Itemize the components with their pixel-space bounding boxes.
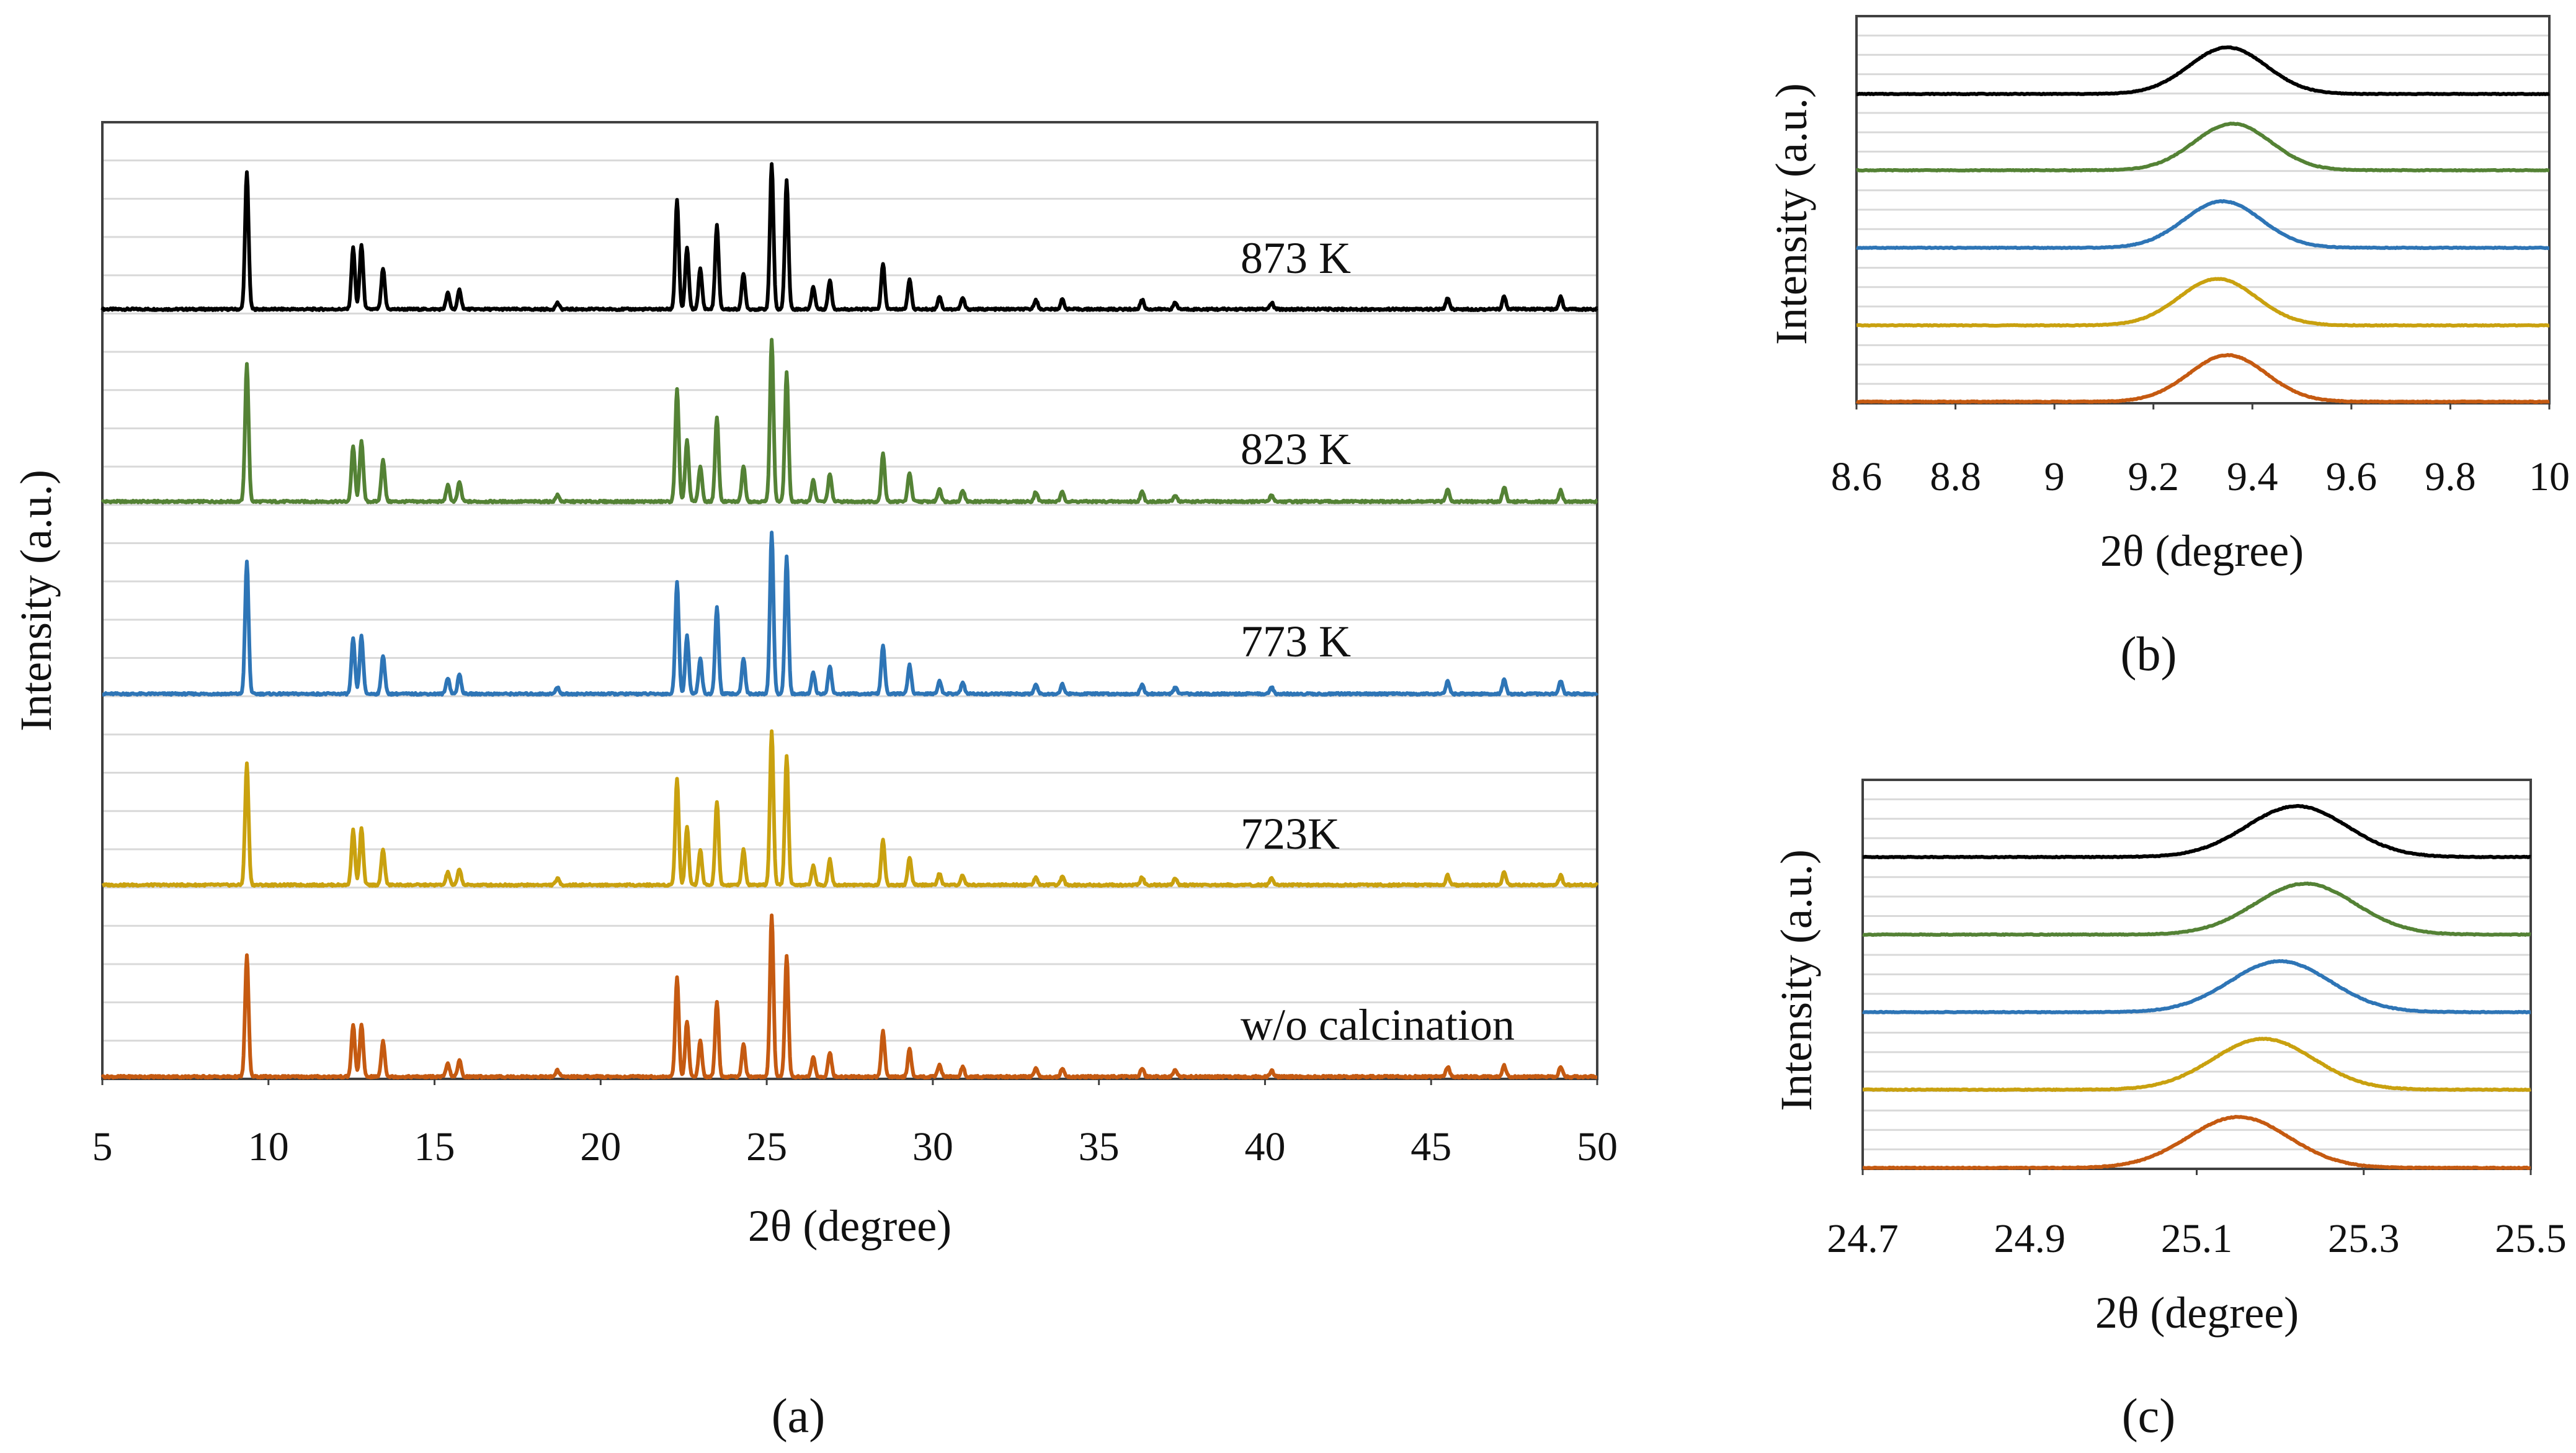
x-tick-label: 24.9 [1994,1216,2066,1261]
x-tick-label: 25.3 [2328,1216,2400,1261]
panel-b-plot-frame [1855,15,2551,405]
series-label-873K: 873 K [1241,233,1351,283]
trace-c-773-k [1861,959,2531,1014]
trace-a-w-o-calcination [100,913,1598,1080]
x-tick-label: 25.1 [2161,1216,2233,1261]
x-tick-label: 9.4 [2227,454,2278,499]
trace-c-873-k [1862,803,2531,859]
trace-b-w-o-calcination [1855,353,2550,404]
panel-a: 5 10 15 20 25 30 35 40 45 50 873 K 823 K 773 K 72… [11,121,1618,1442]
x-tick-label: 9.6 [2326,454,2378,499]
trace-a-873-k [100,162,1598,312]
trace-a-773-k [101,530,1599,697]
panel-b-x-ticks: 8.6 8.8 9 9.2 9.4 9.6 9.8 10 [1831,403,2570,499]
x-tick-label: 20 [580,1124,621,1169]
series-label-823K: 823 K [1241,424,1351,474]
series-label-723K: 723K [1241,809,1340,859]
x-tick-label: 8.6 [1831,454,1883,499]
panel-c-traces [1861,803,2531,1170]
trace-b-823-k [1856,122,2550,172]
panel-c-x-ticks: 24.7 24.9 25.1 25.3 25.5 [1827,1169,2567,1261]
panel-a-plot-frame [101,121,1598,1080]
panel-a-x-axis-title: 2θ (degree) [748,1201,952,1251]
panel-b-caption: (b) [2121,627,2177,681]
trace-b-773-k [1856,199,2550,250]
x-tick-label: 9.8 [2425,454,2476,499]
trace-a-723k [101,729,1599,888]
trace-c-823-k [1862,881,2531,937]
panel-c-x-axis-title: 2θ (degree) [2095,1288,2299,1338]
x-tick-label: 25.5 [2495,1216,2567,1261]
panel-b-x-axis-title: 2θ (degree) [2100,526,2304,576]
x-tick-label: 40 [1244,1124,1285,1169]
trace-a-823-k [100,338,1598,504]
x-tick-label: 15 [414,1124,455,1169]
panel-a-gridlines [102,159,1597,1042]
panel-b-gridlines [1856,34,2549,385]
x-tick-label: 24.7 [1827,1216,1899,1261]
trace-c-723k [1862,1037,2531,1092]
trace-b-873-k [1856,45,2550,96]
x-tick-label: 30 [912,1124,953,1169]
x-tick-label: 10 [2529,454,2570,499]
panel-a-caption: (a) [772,1388,826,1442]
x-tick-label: 35 [1079,1124,1120,1169]
x-tick-label: 10 [248,1124,289,1169]
panel-c-y-axis-title: Intensity (a.u.) [1772,849,1821,1111]
panel-c: 24.7 24.9 25.1 25.3 25.5 2θ (degree) Intensi… [1772,779,2567,1442]
panel-b-traces [1855,45,2550,404]
trace-b-723k [1856,277,2550,328]
panel-c-gridlines [1863,798,2531,1151]
panel-a-y-axis-title: Intensity (a.u.) [11,470,61,731]
x-tick-label: 45 [1411,1124,1451,1169]
panel-a-traces [100,162,1599,1080]
panel-c-caption: (c) [2122,1388,2176,1442]
x-tick-label: 8.8 [1930,454,1981,499]
x-tick-label: 9 [2044,454,2065,499]
series-label-773K: 773 K [1241,617,1351,666]
x-tick-label: 9.2 [2128,454,2179,499]
x-tick-label: 25 [746,1124,787,1169]
x-tick-label: 50 [1577,1124,1618,1169]
panel-a-x-ticks: 5 10 15 20 25 30 35 40 45 50 [92,1079,1618,1169]
series-label-wo-calcination: w/o calcination [1241,1000,1515,1050]
panel-b-y-axis-title: Intensity (a.u.) [1767,83,1816,345]
trace-c-w-o-calcination [1862,1115,2531,1170]
panel-b: 8.6 8.8 9 9.2 9.4 9.6 9.8 10 2θ (degree) Intens… [1767,15,2570,681]
x-tick-label: 5 [92,1124,113,1169]
